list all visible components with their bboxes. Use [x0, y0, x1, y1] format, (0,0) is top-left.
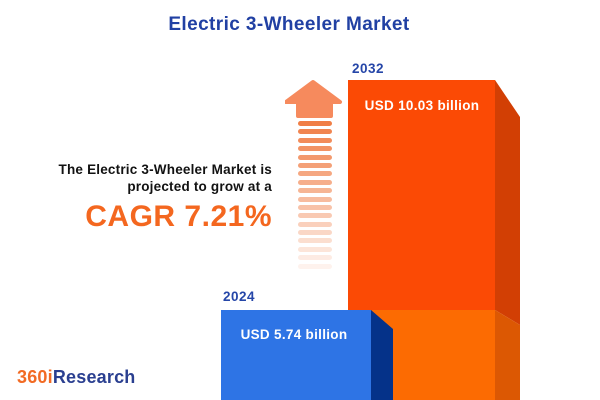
arrow-stripe [298, 238, 332, 244]
bar-2032-side-top [495, 80, 520, 325]
bar-2024 [221, 310, 393, 400]
arrow-stripe [298, 204, 332, 210]
bar-2032-value-label: USD 10.03 billion [365, 98, 480, 113]
arrow-stripe [298, 171, 332, 177]
arrow-stripe [298, 162, 332, 168]
arrow-head [285, 80, 342, 118]
bar-2024-front [221, 310, 371, 400]
annotation-line-1: The Electric 3-Wheeler Market is [58, 162, 272, 177]
arrow-stripe [298, 146, 332, 152]
arrow-stripe [298, 188, 332, 194]
arrow-stripe [298, 129, 332, 135]
annotation-block: The Electric 3-Wheeler Market is project… [0, 162, 272, 234]
logo-prefix: 360i [17, 367, 53, 387]
arrow-stripe [298, 213, 332, 219]
arrow-stripe [298, 221, 332, 227]
arrow-stripe [298, 196, 332, 202]
arrow-stripe [298, 246, 332, 252]
growth-arrow-icon [285, 79, 343, 279]
bar-2024-side [371, 310, 393, 400]
brand-logo: 360iResearch [17, 367, 136, 388]
arrow-stripe [298, 230, 332, 236]
bar-2024-value-label: USD 5.74 billion [241, 327, 348, 342]
arrow-fade-stripes [298, 121, 332, 272]
arrow-stripe [298, 263, 332, 269]
page-title: Electric 3-Wheeler Market [168, 14, 410, 35]
annotation-line-2: projected to grow at a [127, 178, 272, 194]
bar-2032-side-bottom [495, 310, 520, 400]
cagr-value: CAGR 7.21% [85, 200, 272, 233]
bar-2024-year-label: 2024 [223, 289, 255, 304]
arrow-stripe [298, 121, 332, 126]
bar-2032-year-label: 2032 [352, 61, 384, 76]
bar-2032-front-top [348, 80, 495, 310]
arrow-stripe [298, 255, 332, 261]
arrow-stripe [298, 154, 332, 160]
arrow-stripe [298, 179, 332, 185]
logo-suffix: Research [52, 367, 136, 387]
bar-2032 [348, 80, 520, 400]
arrow-stripe [298, 137, 332, 143]
